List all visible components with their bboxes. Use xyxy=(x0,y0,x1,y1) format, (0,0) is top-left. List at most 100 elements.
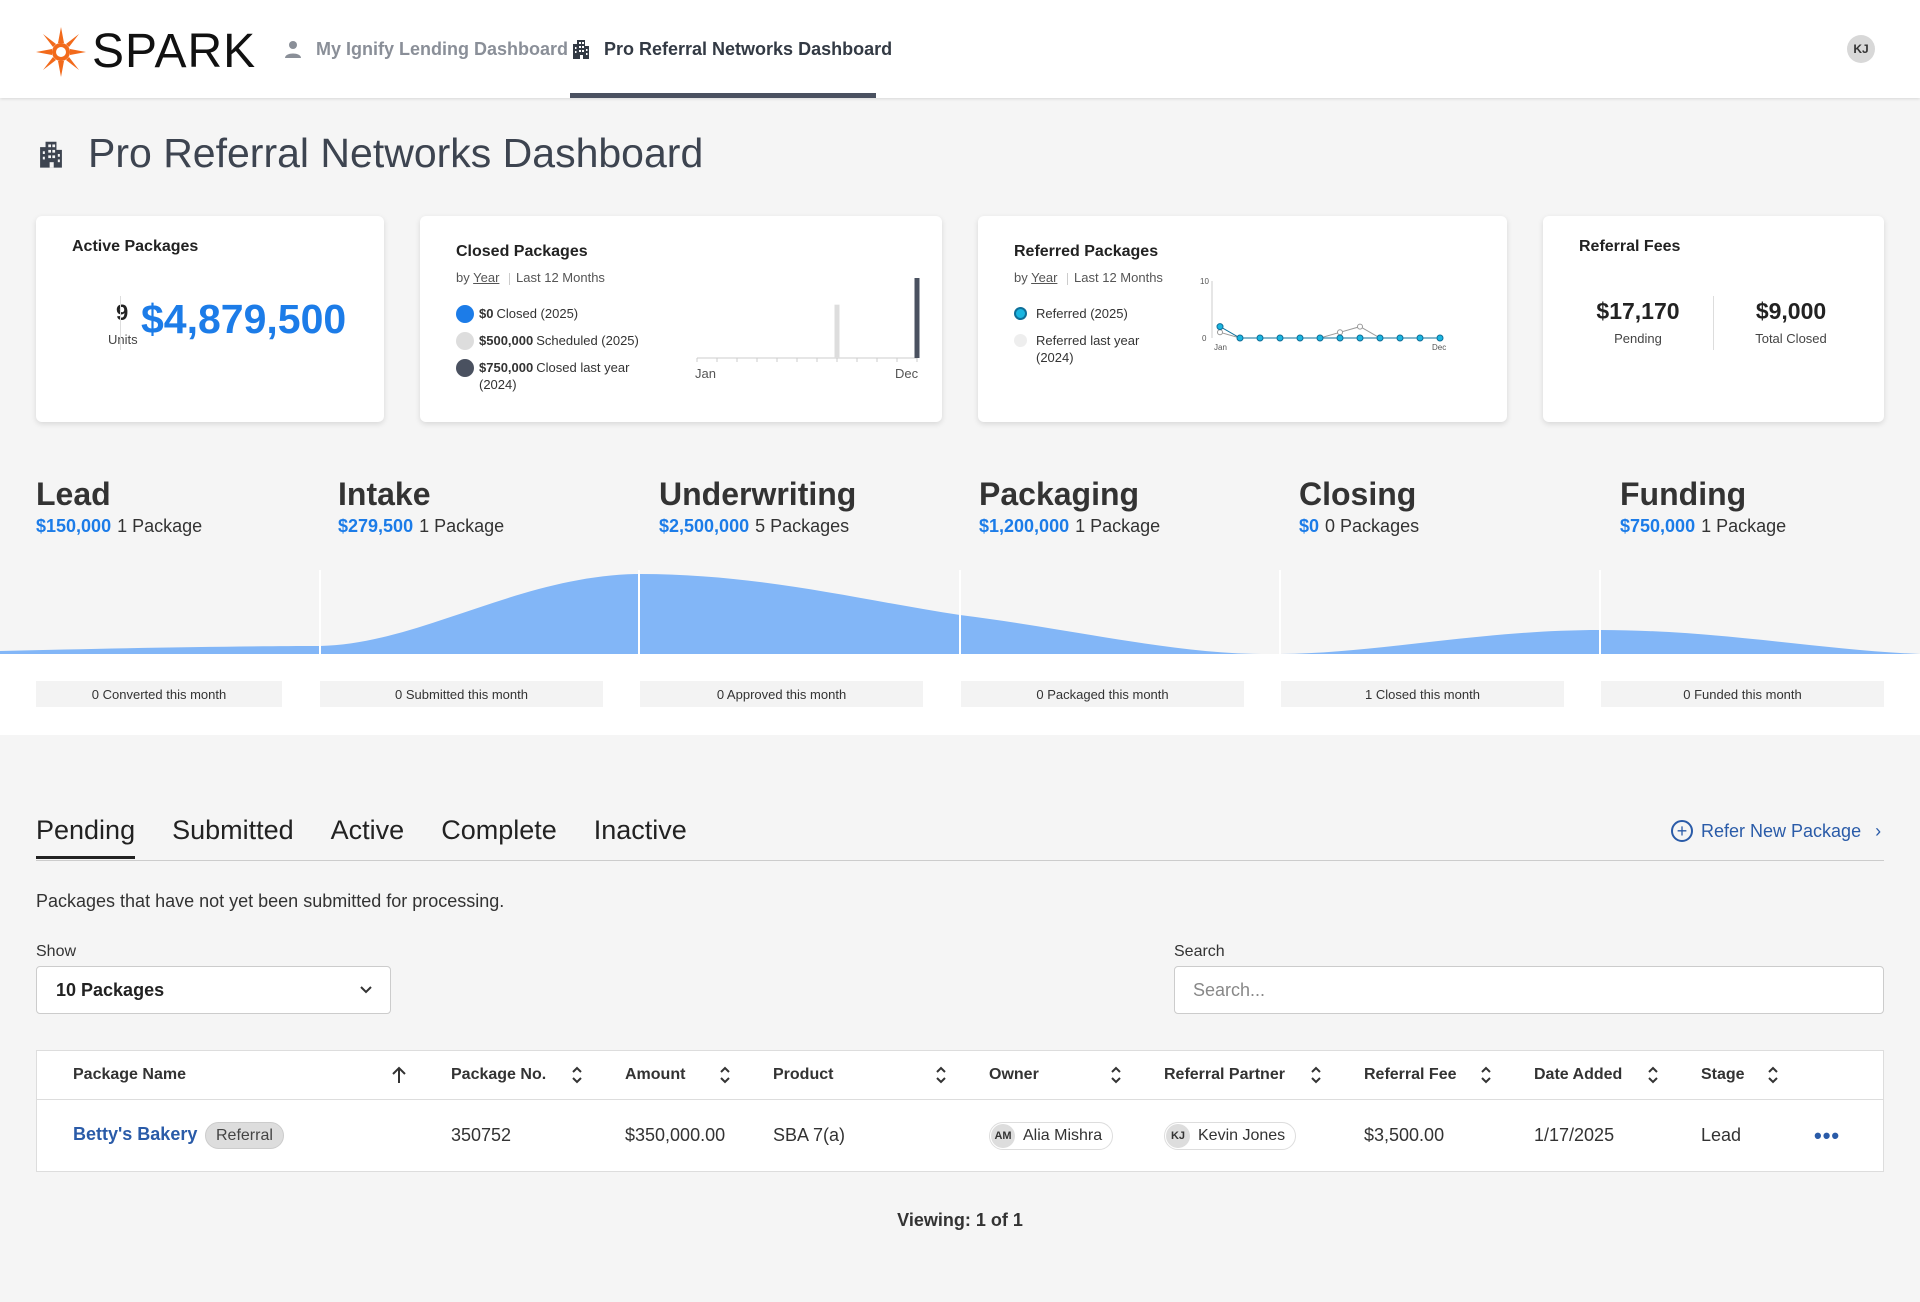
package-product: SBA 7(a) xyxy=(773,1125,846,1145)
stage-value: Lead xyxy=(1701,1125,1742,1145)
col-referral-fee[interactable]: Referral Fee xyxy=(1364,1066,1457,1083)
spark-logo[interactable]: SPARK xyxy=(36,24,256,79)
data-point xyxy=(1356,334,1364,342)
stage-meta: $2,500,000 5 Packages xyxy=(659,516,856,537)
person-icon xyxy=(282,38,304,60)
packages-table: Package Name Package No. Amount Product … xyxy=(36,1050,1884,1172)
nav-tab-referral-dashboard[interactable]: Pro Referral Networks Dashboard xyxy=(570,0,892,98)
data-point xyxy=(1396,334,1404,342)
owner-chip[interactable]: AM Alia Mishra xyxy=(989,1122,1114,1150)
stage-count: 1 Package xyxy=(1701,516,1787,536)
package-name-link[interactable]: Betty's Bakery xyxy=(73,1124,198,1144)
stage-amount: $2,500,000 xyxy=(659,516,750,536)
refer-label: Refer New Package xyxy=(1701,820,1862,841)
legend-closed-2024: $750,000 Closed last year (2024) xyxy=(456,359,646,393)
bar xyxy=(834,304,840,358)
sort-icon[interactable] xyxy=(1309,1065,1323,1085)
x-tick-label-end: Dec xyxy=(895,366,919,381)
col-package-name[interactable]: Package Name xyxy=(73,1066,186,1083)
stage-stat-lead: 0 Converted this month xyxy=(36,681,282,707)
card-subtitle: by Year Last 12 Months xyxy=(456,270,605,285)
pending-fees-value: $17,170 xyxy=(1596,298,1680,324)
by-label: by xyxy=(1014,270,1028,285)
stage-packaging[interactable]: Packaging $1,200,000 1 Package xyxy=(979,476,1160,537)
data-point xyxy=(1357,323,1363,330)
legend-swatch xyxy=(456,359,474,377)
divider xyxy=(509,272,511,285)
spark-star-icon xyxy=(36,26,86,77)
total-closed-value: $9,000 xyxy=(1755,298,1827,324)
stage-count: 1 Package xyxy=(1075,516,1161,536)
closed-packages-chart: Jan Dec xyxy=(695,278,920,381)
units-label: Units xyxy=(108,332,138,347)
sort-icon[interactable] xyxy=(1479,1065,1493,1085)
by-label: by xyxy=(456,270,470,285)
sort-icon[interactable] xyxy=(1109,1065,1123,1085)
stage-name: Lead xyxy=(36,476,111,512)
referral-badge: Referral xyxy=(205,1122,284,1149)
card-title: Referred Packages xyxy=(1014,243,1159,260)
active-packages-card: Active Packages 9 Units $4,879,500 xyxy=(36,216,384,422)
data-point xyxy=(1276,334,1284,342)
show-label: Show xyxy=(36,943,77,960)
data-point xyxy=(1217,329,1223,336)
card-title: Active Packages xyxy=(72,238,199,255)
partner-name: Kevin Jones xyxy=(1198,1127,1286,1144)
owner-name: Alia Mishra xyxy=(1023,1127,1103,1144)
stage-stat-funding: 0 Funded this month xyxy=(1601,681,1884,707)
y-tick-label-min: 0 xyxy=(1202,334,1207,343)
tab-inactive[interactable]: Inactive xyxy=(593,815,687,845)
stage-underwriting[interactable]: Underwriting $2,500,000 5 Packages xyxy=(659,476,856,537)
stage-name: Packaging xyxy=(979,476,1140,512)
sort-icon[interactable] xyxy=(934,1065,948,1085)
divider xyxy=(120,296,121,350)
stage-amount: $750,000 xyxy=(1620,516,1696,536)
search-input[interactable] xyxy=(1174,966,1884,1014)
col-package-no[interactable]: Package No. xyxy=(451,1066,547,1083)
sort-ascending-icon[interactable] xyxy=(392,1065,406,1085)
tab-active[interactable]: Active xyxy=(330,815,405,845)
partner-chip[interactable]: KJ Kevin Jones xyxy=(1164,1122,1297,1150)
x-tick-label-start: Jan xyxy=(695,366,716,381)
legend-closed-2025: $0 Closed (2025) xyxy=(456,305,578,323)
col-amount[interactable]: Amount xyxy=(625,1066,686,1083)
stage-meta: $750,000 1 Package xyxy=(1620,516,1786,537)
tab-pending[interactable]: Pending xyxy=(36,815,136,859)
refer-new-package-button[interactable]: + Refer New Package › xyxy=(1671,820,1881,842)
pagination-summary: Viewing: 1 of 1 xyxy=(897,1210,1023,1230)
page-size-select[interactable]: 10 Packages xyxy=(36,966,391,1014)
stage-funding[interactable]: Funding $750,000 1 Package xyxy=(1620,476,1786,537)
user-avatar[interactable]: KJ xyxy=(1847,35,1875,63)
legend-referred-2025: Referred (2025) xyxy=(1014,305,1128,322)
col-referral-partner[interactable]: Referral Partner xyxy=(1164,1066,1285,1083)
stage-closing[interactable]: Closing $0 0 Packages xyxy=(1299,476,1419,537)
period-link-year[interactable]: Year xyxy=(473,270,500,285)
col-owner[interactable]: Owner xyxy=(989,1066,1039,1083)
stage-intake[interactable]: Intake $279,500 1 Package xyxy=(338,476,504,537)
more-actions-icon[interactable]: ••• xyxy=(1814,1123,1841,1148)
card-title: Referral Fees xyxy=(1579,238,1681,255)
data-point xyxy=(1336,334,1344,342)
stage-amount: $279,500 xyxy=(338,516,414,536)
units-count: 9 xyxy=(116,300,129,325)
bar xyxy=(914,278,920,358)
sort-icon[interactable] xyxy=(1766,1065,1780,1085)
stage-lead[interactable]: Lead $150,000 1 Package xyxy=(36,476,202,537)
tab-complete[interactable]: Complete xyxy=(441,815,557,845)
col-date-added[interactable]: Date Added xyxy=(1534,1066,1623,1083)
nav-tab-lending-dashboard[interactable]: My Ignify Lending Dashboard xyxy=(282,0,568,98)
sort-icon[interactable] xyxy=(718,1065,732,1085)
card-title: Closed Packages xyxy=(456,243,588,260)
page-header: Pro Referral Networks Dashboard xyxy=(36,130,703,177)
stage-count: 0 Packages xyxy=(1325,516,1420,536)
x-tick-label-end: Dec xyxy=(1432,343,1446,351)
tab-submitted[interactable]: Submitted xyxy=(172,815,294,845)
col-product[interactable]: Product xyxy=(773,1066,834,1083)
sort-icon[interactable] xyxy=(1646,1065,1660,1085)
data-point xyxy=(1316,334,1324,342)
sort-icon[interactable] xyxy=(570,1065,584,1085)
tabs-divider xyxy=(36,860,1884,861)
period-link-year[interactable]: Year xyxy=(1031,270,1058,285)
pending-fees-label: Pending xyxy=(1614,331,1662,346)
col-stage[interactable]: Stage xyxy=(1701,1066,1745,1083)
